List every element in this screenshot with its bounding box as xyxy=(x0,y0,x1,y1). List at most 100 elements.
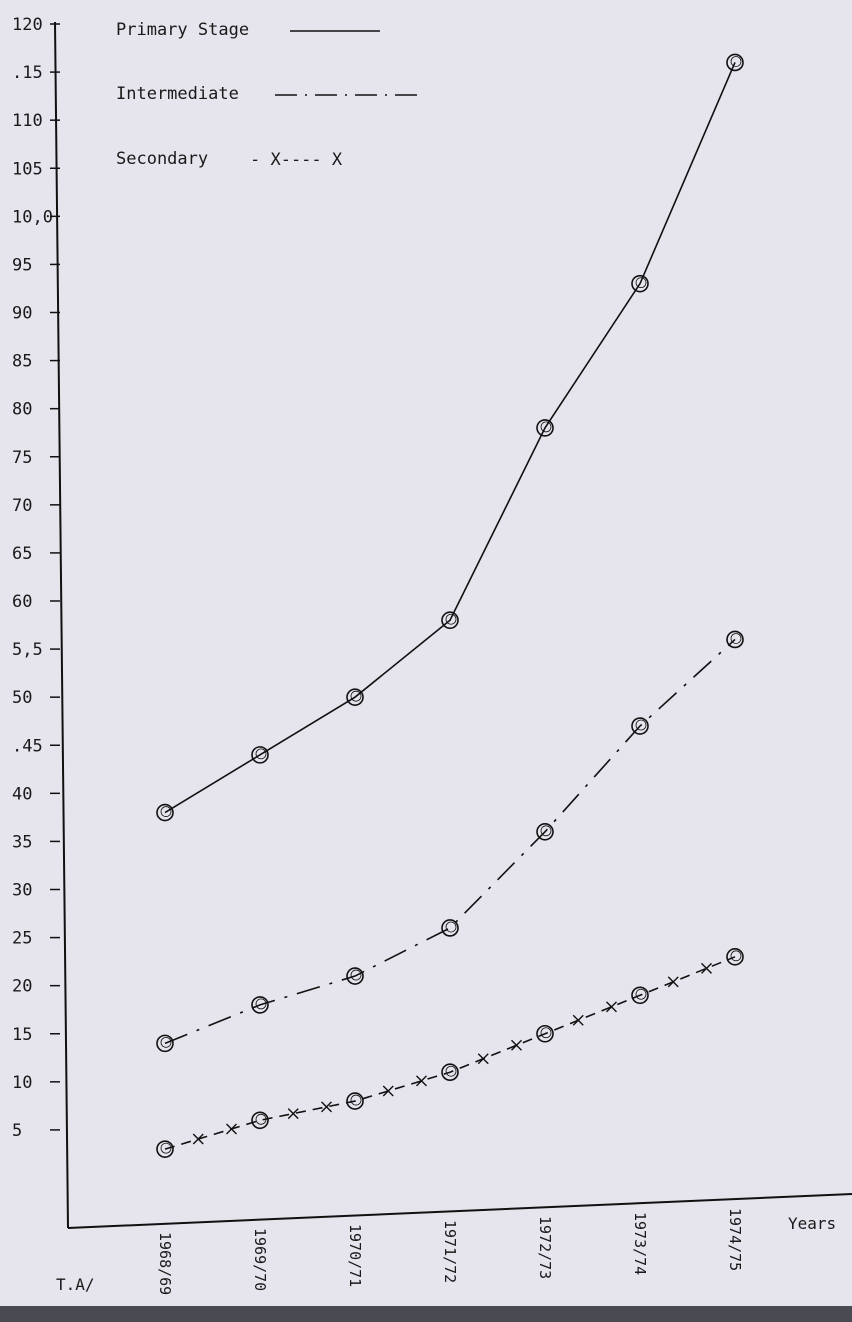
data-point-inner xyxy=(540,421,552,433)
y-tick-label: 70 xyxy=(12,496,32,516)
legend-label-primary: Primary Stage xyxy=(116,20,249,40)
series-line-0 xyxy=(164,62,736,814)
data-point-inner xyxy=(635,988,647,1000)
data-point xyxy=(631,717,649,735)
x-tick-label: 1969/70 xyxy=(251,1228,269,1291)
data-point xyxy=(536,822,554,841)
data-point-inner xyxy=(540,825,552,837)
x-tick-label: 1968/69 xyxy=(156,1232,174,1295)
y-tick-label: 90 xyxy=(12,304,32,324)
data-point xyxy=(251,746,269,764)
data-point xyxy=(536,419,554,437)
data-point-inner xyxy=(730,950,742,962)
y-tick-label: 60 xyxy=(12,592,32,612)
x-axis-line xyxy=(67,1193,852,1229)
y-tick-label: 5 xyxy=(12,1121,22,1141)
data-point-inner xyxy=(255,748,267,760)
y-tick-label: 105 xyxy=(12,159,43,179)
y-tick-label: 80 xyxy=(12,400,32,420)
x-marker xyxy=(572,1014,584,1026)
y-tick-label: 40 xyxy=(12,784,32,804)
data-point-inner xyxy=(160,1036,172,1048)
y-tick-label: 25 xyxy=(12,929,32,949)
x-axis-ticks: 1968/69 1969/70 1970/71 1971/72 1972/73 1973/… xyxy=(156,1208,744,1295)
data-point xyxy=(156,1034,174,1053)
y-axis-line xyxy=(54,21,69,1229)
y-tick-label: 10 xyxy=(12,1073,32,1093)
data-point xyxy=(726,53,744,72)
x-marker xyxy=(192,1133,204,1145)
data-point xyxy=(726,948,744,966)
y-tick-label: 85 xyxy=(12,352,32,372)
x-tick-label: 1970/71 xyxy=(346,1224,364,1287)
data-point-inner xyxy=(445,921,457,933)
data-point xyxy=(346,967,364,985)
data-point-inner xyxy=(730,633,742,644)
y-tick-label: 5,5 xyxy=(12,640,43,660)
data-point-inner xyxy=(540,1027,552,1039)
x-tick-label: 1974/75 xyxy=(726,1208,744,1271)
data-point xyxy=(441,1063,459,1082)
legend-label-secondary: Secondary xyxy=(116,149,208,169)
data-point-inner xyxy=(635,277,647,289)
y-tick-label: 120 xyxy=(12,15,43,35)
data-point xyxy=(726,630,744,649)
y-tick-label: 20 xyxy=(12,977,32,997)
data-point-inner xyxy=(160,1142,172,1154)
y-tick-label: 65 xyxy=(12,544,32,564)
data-point xyxy=(631,986,649,1005)
x-tick-label: 1972/73 xyxy=(536,1216,554,1279)
y-tick-label: 50 xyxy=(12,688,32,708)
data-point xyxy=(441,919,459,937)
data-point-inner xyxy=(445,613,457,625)
data-point xyxy=(251,996,269,1014)
y-axis-ticks: 5 10 15 20 25 30 35 40 .45 50 5,5 60 65 70 75 80 85 90 95 1… xyxy=(12,15,60,1141)
y-tick-label: .15 xyxy=(12,63,43,83)
data-point-inner xyxy=(160,806,172,817)
data-point-inner xyxy=(350,1094,362,1106)
chart-legend: Primary Stage Intermediate Secondary - X… xyxy=(116,20,420,170)
data-point xyxy=(156,803,174,822)
x-axis-title: Years xyxy=(788,1214,836,1233)
data-point-inner xyxy=(445,1065,457,1077)
x-marker xyxy=(606,1001,617,1013)
x-tick-label: 1971/72 xyxy=(441,1220,459,1283)
data-point xyxy=(346,1092,364,1110)
scanner-edge-strip xyxy=(0,1306,852,1322)
x-marker xyxy=(382,1085,394,1097)
x-marker xyxy=(667,976,679,988)
legend-label-intermediate: Intermediate xyxy=(116,84,239,104)
data-point xyxy=(536,1024,554,1043)
legend-mark-secondary: - X---- X xyxy=(250,150,343,170)
x-marker xyxy=(416,1075,427,1087)
data-point-inner xyxy=(350,690,362,702)
x-tick-label: 1973/74 xyxy=(631,1212,649,1275)
chart-axes xyxy=(54,21,852,1229)
data-point-inner xyxy=(730,56,742,67)
x-marker xyxy=(321,1101,332,1113)
x-marker xyxy=(511,1039,522,1051)
data-point-inner xyxy=(350,969,362,981)
x-marker xyxy=(701,962,712,974)
data-point-inner xyxy=(255,1113,267,1125)
data-point-inner xyxy=(635,719,647,731)
y-tick-label: 15 xyxy=(12,1025,32,1045)
data-point xyxy=(156,1140,174,1158)
y-tick-label: 110 xyxy=(12,111,43,131)
x-marker xyxy=(477,1053,489,1065)
data-point-inner xyxy=(255,998,267,1010)
data-point xyxy=(441,611,459,630)
series-line-1 xyxy=(164,638,736,1045)
y-tick-label: 75 xyxy=(12,448,32,468)
x-marker xyxy=(226,1123,237,1135)
series-line-2 xyxy=(164,956,736,1150)
series-layer xyxy=(156,53,744,1158)
corner-label: T.A/ xyxy=(56,1275,95,1294)
data-point xyxy=(631,274,649,293)
data-point xyxy=(251,1111,269,1130)
y-tick-label: .45 xyxy=(12,736,43,756)
data-point xyxy=(346,688,364,706)
y-tick-label: 95 xyxy=(12,255,32,275)
y-tick-label: 10,0 xyxy=(12,207,53,227)
